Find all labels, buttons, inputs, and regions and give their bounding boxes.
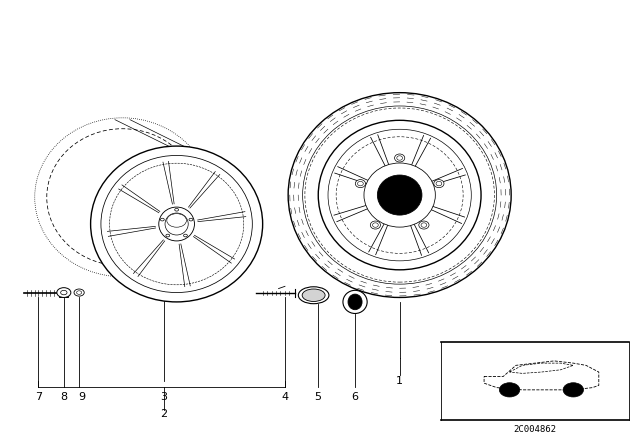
Text: 5: 5 [315,392,321,402]
Ellipse shape [288,93,511,297]
Circle shape [189,218,193,221]
Text: 2C004862: 2C004862 [513,425,557,434]
Circle shape [563,383,584,397]
Text: 7: 7 [35,392,42,402]
Ellipse shape [364,163,435,227]
Ellipse shape [303,106,497,284]
Ellipse shape [397,156,403,160]
Ellipse shape [305,108,495,282]
Ellipse shape [348,294,362,310]
Text: 8: 8 [60,392,67,402]
Text: 1: 1 [396,376,403,386]
FancyBboxPatch shape [59,289,68,297]
Circle shape [77,291,82,294]
Ellipse shape [165,213,188,235]
Ellipse shape [372,223,378,227]
Ellipse shape [167,214,186,227]
Ellipse shape [101,155,252,293]
Ellipse shape [318,121,481,270]
Circle shape [499,383,520,397]
Text: 2: 2 [160,409,168,419]
Ellipse shape [358,181,364,186]
Ellipse shape [302,289,325,302]
Ellipse shape [336,137,463,254]
Ellipse shape [434,180,444,188]
Text: 9: 9 [78,392,85,402]
Ellipse shape [436,181,442,186]
Circle shape [184,234,188,237]
Ellipse shape [419,221,429,229]
Ellipse shape [378,175,422,215]
Ellipse shape [394,154,404,162]
Text: 4: 4 [282,392,289,402]
Circle shape [74,289,84,296]
Ellipse shape [298,287,329,304]
Circle shape [166,234,170,237]
Ellipse shape [355,180,365,188]
Ellipse shape [371,221,381,229]
Ellipse shape [328,129,471,261]
Circle shape [175,208,179,211]
Ellipse shape [109,163,244,285]
Text: 3: 3 [161,392,168,402]
Text: 6: 6 [351,392,358,402]
Circle shape [161,218,164,221]
Ellipse shape [421,223,427,227]
Circle shape [57,288,71,297]
Ellipse shape [343,290,367,314]
Circle shape [61,290,67,295]
Ellipse shape [91,146,262,302]
Ellipse shape [159,207,195,241]
